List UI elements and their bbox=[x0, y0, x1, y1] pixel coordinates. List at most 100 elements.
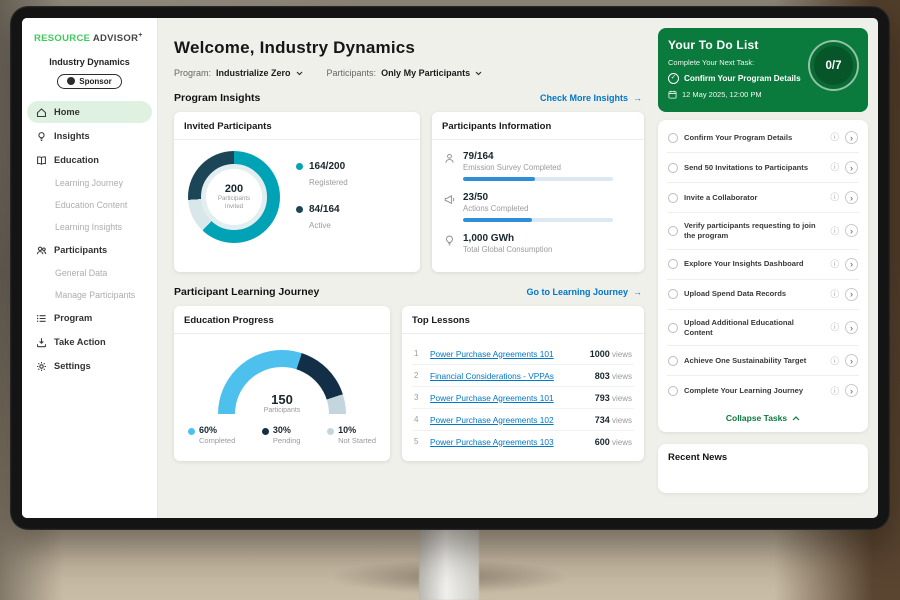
program-filter: Program: Industrialize Zero bbox=[174, 68, 303, 78]
todo-progress-value: 0/7 bbox=[825, 59, 842, 72]
sidebar-item-take-action[interactable]: Take Action bbox=[27, 331, 152, 353]
divider bbox=[402, 333, 644, 334]
task-checkbox[interactable] bbox=[668, 192, 678, 203]
emission-survey-stat: 79/164 Emission Survey Completed bbox=[444, 151, 632, 181]
go-to-learning-journey-link[interactable]: Go to Learning Journey → bbox=[526, 287, 642, 297]
participants-filter: Participants: Only My Participants bbox=[327, 68, 483, 78]
brand-logo: RESOURCE ADVISOR+ bbox=[22, 30, 157, 44]
chevron-right-icon[interactable]: › bbox=[845, 287, 858, 301]
task-checkbox[interactable] bbox=[668, 385, 678, 396]
task-row-confirm-program[interactable]: Confirm Your Program Details ⓘ › bbox=[667, 123, 859, 153]
lesson-link[interactable]: Power Purchase Agreements 101 bbox=[430, 392, 554, 403]
task-row-upload-educational-content[interactable]: Upload Additional Educational Content ⓘ … bbox=[667, 310, 859, 347]
todo-next-task: ✓ Confirm Your Program Details bbox=[668, 73, 808, 84]
invited-donut-chart: 200 Participants Invited bbox=[188, 151, 280, 243]
sidebar-item-learning-journey[interactable]: Learning Journey bbox=[27, 173, 152, 193]
task-row-complete-learning-journey[interactable]: Complete Your Learning Journey ⓘ › bbox=[667, 376, 859, 405]
sidebar-item-label: Education bbox=[54, 155, 99, 166]
task-checkbox[interactable] bbox=[668, 355, 678, 366]
sidebar-item-education-content[interactable]: Education Content bbox=[27, 195, 152, 215]
participants-select[interactable]: Only My Participants bbox=[381, 68, 482, 78]
sidebar-item-general-data[interactable]: General Data bbox=[27, 263, 152, 283]
chevron-right-icon[interactable]: › bbox=[845, 161, 858, 174]
sponsor-badge[interactable]: Sponsor bbox=[57, 73, 122, 89]
lesson-row: 1 Power Purchase Agreements 101 1000 vie… bbox=[412, 343, 634, 365]
info-icon[interactable]: ⓘ bbox=[830, 132, 839, 143]
actions-progress-bar bbox=[463, 218, 613, 222]
chevron-right-icon[interactable]: › bbox=[845, 131, 858, 144]
task-row-upload-spend-data[interactable]: Upload Spend Data Records ⓘ › bbox=[667, 280, 859, 310]
chevron-right-icon[interactable]: › bbox=[845, 384, 858, 398]
task-row-achieve-target[interactable]: Achieve One Sustainability Target ⓘ › bbox=[667, 346, 859, 377]
sidebar-item-home[interactable]: Home bbox=[27, 101, 152, 124]
chevron-right-icon[interactable]: › bbox=[845, 191, 858, 204]
program-select[interactable]: Industrialize Zero bbox=[216, 68, 303, 78]
info-icon[interactable]: ⓘ bbox=[830, 355, 839, 366]
chevron-right-icon[interactable]: › bbox=[845, 224, 858, 238]
task-checkbox[interactable] bbox=[668, 322, 678, 333]
gauge-legend: 60% Completed 30% Pending 10% Not Starte… bbox=[184, 416, 380, 447]
sidebar-item-label: General Data bbox=[55, 268, 108, 279]
lesson-link[interactable]: Power Purchase Agreements 103 bbox=[430, 436, 554, 447]
task-row-verify-participants[interactable]: Verify participants requesting to join t… bbox=[667, 213, 859, 250]
participants-filter-label: Participants: bbox=[326, 68, 377, 78]
top-lessons-title: Top Lessons bbox=[412, 315, 470, 326]
info-icon[interactable]: ⓘ bbox=[830, 385, 839, 396]
sidebar-item-insights[interactable]: Insights bbox=[27, 125, 152, 147]
sidebar-item-manage-participants[interactable]: Manage Participants bbox=[27, 285, 152, 305]
task-row-send-invitations[interactable]: Send 50 Invitations to Participants ⓘ › bbox=[667, 153, 859, 183]
filter-bar: Program: Industrialize Zero Participants… bbox=[174, 68, 644, 78]
participants-information-card: Participants Information 79/164 Emission… bbox=[432, 112, 644, 272]
people-icon bbox=[36, 245, 47, 256]
info-icon[interactable]: ⓘ bbox=[830, 258, 839, 269]
program-filter-label: Program: bbox=[174, 68, 212, 78]
task-checkbox[interactable] bbox=[668, 289, 678, 300]
invited-participants-title: Invited Participants bbox=[184, 121, 272, 132]
divider bbox=[174, 139, 420, 140]
sidebar-item-participants[interactable]: Participants bbox=[27, 239, 152, 261]
chevron-right-icon[interactable]: › bbox=[845, 354, 858, 368]
brand-logo-secondary: ADVISOR bbox=[92, 33, 139, 45]
calendar-icon bbox=[668, 90, 677, 99]
info-icon[interactable]: ⓘ bbox=[830, 322, 839, 333]
lesson-link[interactable]: Power Purchase Agreements 102 bbox=[430, 414, 554, 425]
task-row-invite-collaborator[interactable]: Invite a Collaborator ⓘ › bbox=[667, 183, 859, 213]
sidebar-item-learning-insights[interactable]: Learning Insights bbox=[27, 217, 152, 237]
sidebar-item-settings[interactable]: Settings bbox=[27, 355, 152, 377]
chevron-right-icon[interactable]: › bbox=[845, 257, 858, 271]
sidebar-item-label: Manage Participants bbox=[55, 290, 136, 301]
todo-task-list: Confirm Your Program Details ⓘ › Send 50… bbox=[658, 120, 868, 433]
sidebar-item-education[interactable]: Education bbox=[27, 149, 152, 171]
brand-logo-plus: + bbox=[138, 32, 143, 39]
lesson-link[interactable]: Financial Considerations - VPPAs bbox=[430, 370, 554, 381]
lightbulb-icon bbox=[444, 233, 455, 259]
sidebar-item-program[interactable]: Program bbox=[27, 307, 152, 329]
legend-dot bbox=[327, 427, 335, 435]
sidebar-nav: Home Insights Education Learning Journey bbox=[22, 100, 157, 378]
info-icon[interactable]: ⓘ bbox=[830, 192, 839, 203]
info-icon[interactable]: ⓘ bbox=[830, 288, 839, 299]
sidebar-item-label: Home bbox=[54, 107, 80, 118]
info-icon[interactable]: ⓘ bbox=[830, 162, 839, 173]
task-checkbox[interactable] bbox=[668, 132, 678, 143]
lesson-link[interactable]: Power Purchase Agreements 101 bbox=[430, 348, 554, 359]
monitor-stand bbox=[419, 528, 479, 600]
task-checkbox[interactable] bbox=[668, 259, 678, 270]
info-icon[interactable]: ⓘ bbox=[830, 225, 839, 236]
sidebar-item-label: Participants bbox=[54, 245, 108, 256]
arrow-right-icon: → bbox=[633, 287, 642, 297]
main-content: Welcome, Industry Dynamics Program: Indu… bbox=[158, 18, 656, 518]
task-checkbox[interactable] bbox=[668, 225, 678, 236]
donut-center-label: 200 Participants Invited bbox=[201, 164, 267, 230]
task-row-explore-insights[interactable]: Explore Your Insights Dashboard ⓘ › bbox=[667, 250, 859, 280]
divider bbox=[432, 139, 644, 140]
program-insights-header: Program Insights Check More Insights → bbox=[174, 92, 642, 104]
donut-legend: 164/200 Registered 84/164 Active bbox=[296, 161, 348, 233]
chevron-right-icon[interactable]: › bbox=[845, 321, 858, 335]
dashboard-screen: RESOURCE ADVISOR+ Industry Dynamics Spon… bbox=[22, 18, 878, 518]
collapse-tasks-button[interactable]: Collapse Tasks bbox=[667, 405, 859, 427]
check-more-insights-link[interactable]: Check More Insights → bbox=[539, 93, 642, 103]
bulb-icon bbox=[36, 131, 47, 142]
task-checkbox[interactable] bbox=[668, 162, 678, 173]
